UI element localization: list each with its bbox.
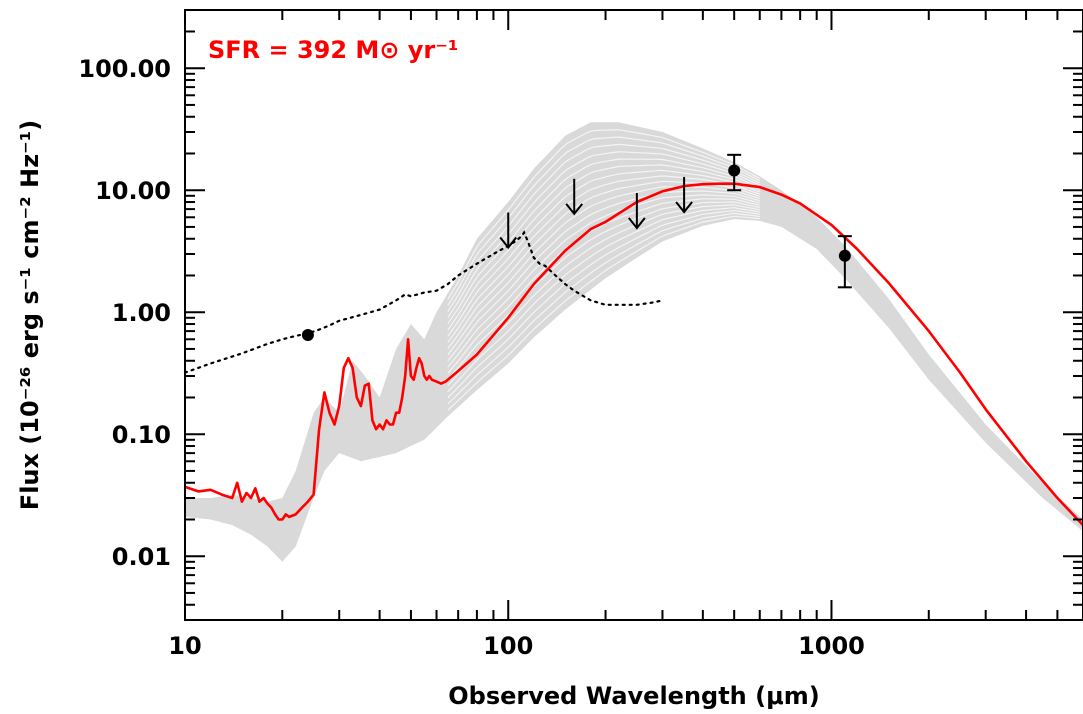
template-curve: [447, 143, 761, 312]
template-curve: [447, 198, 760, 374]
template-curves: [447, 129, 761, 411]
x-tick-label: 1000: [798, 632, 865, 660]
tick-labels: 10 100 1000 0.01 0.10 1.00 10.00 100.00: [78, 55, 864, 660]
axis-ticks: [184, 9, 1083, 621]
y-tick-label: 1.00: [112, 299, 171, 327]
template-curve: [447, 136, 761, 306]
template-band-area: [185, 122, 1083, 562]
template-band: [185, 122, 1083, 562]
x-tick-label: 10: [168, 632, 201, 660]
template-curve: [447, 215, 760, 411]
agn-template-line: [183, 230, 664, 374]
upper-limit-arrowhead: [628, 217, 646, 230]
template-curve: [447, 204, 760, 387]
template-curve: [447, 169, 761, 337]
data-point: [728, 164, 741, 177]
series-layer: [183, 182, 1083, 526]
data-point: [301, 329, 314, 342]
x-axis-label: Observed Wavelength (μm): [448, 682, 819, 710]
upper-limit-arrowhead: [565, 203, 583, 216]
template-curve: [447, 209, 760, 399]
template-curve: [447, 175, 761, 343]
sfr-annotation: SFR = 392 M⊙ yr⁻¹: [208, 36, 458, 64]
template-curve: [447, 194, 760, 368]
template-curve: [447, 158, 761, 325]
template-curve: [447, 151, 761, 319]
best-fit-sed-line: [184, 182, 1083, 526]
template-curve: [447, 190, 760, 362]
upper-limit-arrowhead: [675, 201, 693, 214]
template-curve: [447, 129, 761, 300]
data-points: [301, 153, 852, 342]
template-curve: [447, 186, 760, 356]
y-tick-label: 0.01: [112, 543, 171, 571]
template-curve: [447, 164, 761, 331]
template-curve: [447, 207, 760, 393]
y-tick-label: 100.00: [78, 55, 171, 83]
plot-frame: [184, 9, 1083, 621]
upper-limit-arrowhead: [499, 236, 518, 250]
x-tick-label: 100: [483, 632, 533, 660]
template-curve: [447, 201, 760, 380]
y-axis-label: Flux (10⁻²⁶ erg s⁻¹ cm⁻² Hz⁻¹): [16, 120, 44, 510]
y-tick-label: 10.00: [95, 177, 171, 205]
y-tick-label: 0.10: [112, 421, 171, 449]
template-curve: [447, 212, 760, 405]
data-point: [838, 249, 851, 262]
